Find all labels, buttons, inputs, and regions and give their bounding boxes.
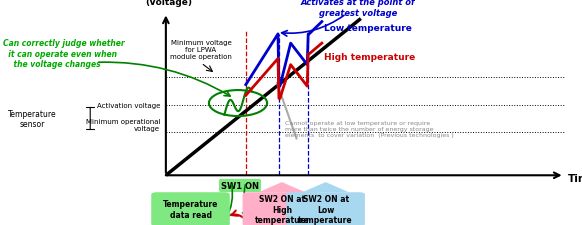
- FancyBboxPatch shape: [286, 192, 365, 225]
- Text: VDD
(Voltage): VDD (Voltage): [146, 0, 192, 7]
- Text: SW2 ON at
High
temperature: SW2 ON at High temperature: [254, 194, 309, 224]
- Text: Low temperature: Low temperature: [324, 24, 411, 33]
- Polygon shape: [303, 182, 349, 192]
- Text: High temperature: High temperature: [324, 53, 415, 62]
- Text: Minimum voltage
for LPWA
module operation: Minimum voltage for LPWA module operatio…: [170, 40, 232, 60]
- Text: Cannot operate at low temperature or require
more than twice the number of energ: Cannot operate at low temperature or req…: [285, 120, 453, 137]
- Text: Temperature
sensor: Temperature sensor: [8, 109, 56, 128]
- Text: SW1 ON: SW1 ON: [221, 181, 259, 190]
- Text: Minimum operational
voltage: Minimum operational voltage: [86, 119, 160, 131]
- Text: SW2 ON at
Low
temperature: SW2 ON at Low temperature: [299, 194, 353, 224]
- Text: Temperature
data read: Temperature data read: [163, 200, 218, 219]
- Text: Can correctly judge whether
  it can operate even when
    the voltage changes: Can correctly judge whether it can opera…: [3, 39, 125, 69]
- Text: Activates at the point of
greatest voltage: Activates at the point of greatest volta…: [301, 0, 415, 18]
- Text: Time: Time: [567, 173, 582, 183]
- FancyBboxPatch shape: [243, 192, 321, 225]
- Text: Activation voltage: Activation voltage: [97, 102, 160, 108]
- Polygon shape: [258, 182, 305, 192]
- FancyBboxPatch shape: [151, 192, 230, 225]
